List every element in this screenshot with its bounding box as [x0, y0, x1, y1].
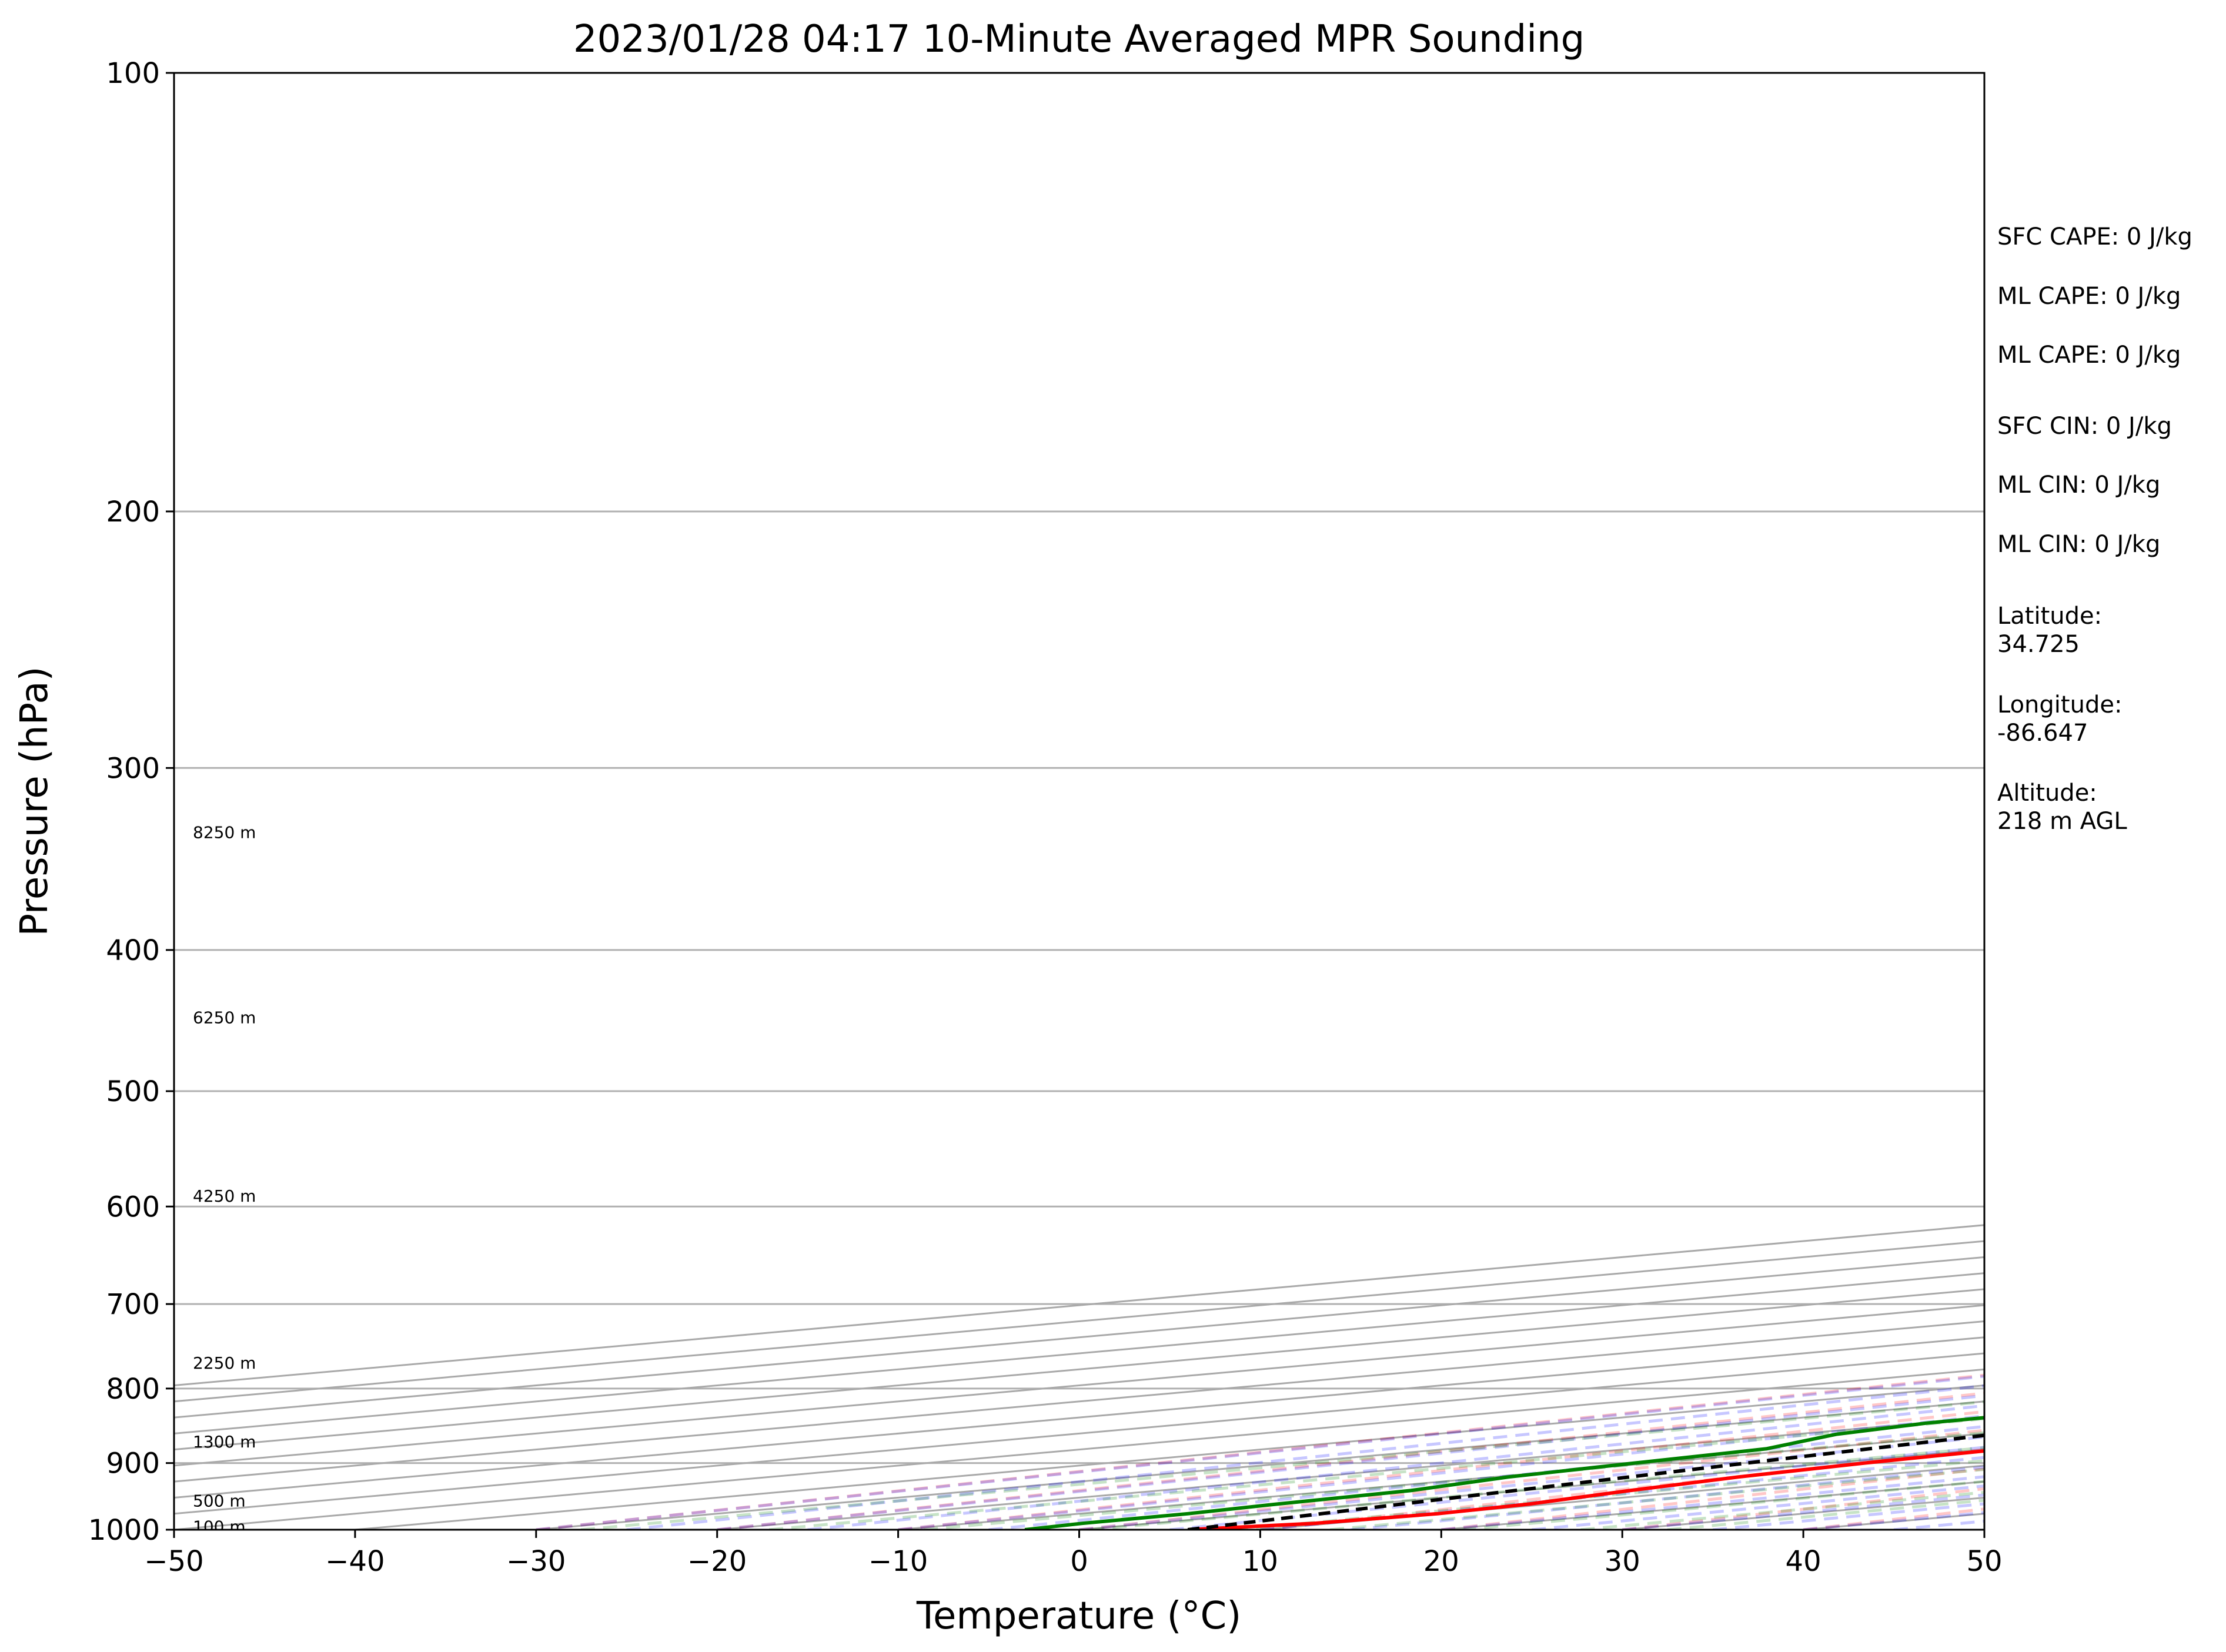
- dry-adiabat: [898, 1410, 1984, 1530]
- ml-cape-text-2: ML CAPE: 0 J/kg: [1997, 342, 2181, 369]
- x-tick-label: 50: [1966, 1545, 2002, 1578]
- y-axis-ticks: 100 200 300 400 500 600 700 800 900 1000: [88, 57, 174, 1547]
- height-label: 4250 m: [193, 1186, 256, 1206]
- mixing-ratio-line: [1234, 1459, 1984, 1530]
- height-labels: 8250 m 6250 m 4250 m 2250 m 1300 m 500 m 100 m: [193, 822, 256, 1537]
- y-tick-label: 700: [106, 1288, 160, 1321]
- y-tick-label: 200: [106, 496, 160, 529]
- x-tick-label: 40: [1786, 1545, 1821, 1578]
- x-tick-label: −20: [687, 1545, 747, 1578]
- mixing-ratio-line: [1462, 1480, 1984, 1530]
- sounding-series: [1024, 1416, 1984, 1530]
- mixing-ratio-line: [1580, 1490, 1984, 1530]
- y-tick-label: 100: [106, 57, 160, 90]
- y-tick-label: 800: [106, 1373, 160, 1406]
- x-tick-label: −40: [325, 1545, 385, 1578]
- y-tick-label: 600: [106, 1190, 160, 1223]
- plot-area: 8250 m 6250 m 4250 m 2250 m 1300 m 500 m 100 m: [174, 73, 1984, 1537]
- height-label: 8250 m: [193, 822, 256, 842]
- x-axis-label: Temperature (°C): [916, 1594, 1241, 1638]
- sfc-cin-text: SFC CIN: 0 J/kg: [1997, 413, 2172, 440]
- isotherm-line: [174, 1304, 1984, 1467]
- longitude-value: -86.647: [1997, 720, 2088, 747]
- mixing-ratio-line: [924, 1431, 1984, 1530]
- height-label: 6250 m: [193, 1008, 256, 1028]
- dry-adiabat: [536, 1373, 1984, 1530]
- isotherm-line: [174, 1272, 1984, 1434]
- ml-cin-text-2: ML CIN: 0 J/kg: [1997, 531, 2160, 558]
- x-tick-label: 10: [1242, 1545, 1278, 1578]
- y-tick-label: 900: [106, 1447, 160, 1480]
- temperature-line: [1188, 1449, 1984, 1530]
- isotherm-lines: [174, 1224, 1984, 1530]
- moist-adiabat: [898, 1414, 1984, 1530]
- y-tick-label: 300: [106, 752, 160, 785]
- x-tick-label: 30: [1605, 1545, 1640, 1578]
- isotherm-line: [174, 1336, 1984, 1499]
- y-tick-label: 500: [106, 1075, 160, 1108]
- height-label: 2250 m: [193, 1353, 256, 1373]
- y-tick-label: 400: [106, 934, 160, 967]
- isotherm-line: [174, 1256, 1984, 1419]
- isotherm-line: [174, 1288, 1984, 1451]
- ml-cape-text: ML CAPE: 0 J/kg: [1997, 283, 2181, 310]
- y-axis-label: Pressure (hPa): [13, 666, 56, 936]
- moist-adiabat: [626, 1384, 1984, 1530]
- x-axis-ticks: −50 −40 −30 −20 −10 0 10 20 30 40 50: [144, 1530, 2003, 1578]
- latitude-label: Latitude:: [1997, 603, 2102, 630]
- x-tick-label: −50: [144, 1545, 203, 1578]
- latitude-value: 34.725: [1997, 631, 2080, 658]
- mixing-ratio-lines: [580, 1400, 1984, 1530]
- mixing-ratio-line: [580, 1400, 1984, 1530]
- mixing-ratio-line: [1329, 1467, 1984, 1530]
- chart-title: 2023/01/28 04:17 10-Minute Averaged MPR …: [573, 18, 1585, 61]
- moist-adiabat-lines: [536, 1375, 1984, 1530]
- side-info-panel: SFC CAPE: 0 J/kg ML CAPE: 0 J/kg ML CAPE…: [1997, 223, 2192, 835]
- dry-adiabat-lines: [536, 1373, 1984, 1530]
- height-label: 1300 m: [193, 1432, 256, 1452]
- height-label: 500 m: [193, 1491, 246, 1510]
- y-tick-label: 1000: [88, 1514, 160, 1547]
- x-tick-label: 0: [1070, 1545, 1088, 1578]
- ml-cin-text: ML CIN: 0 J/kg: [1997, 471, 2160, 499]
- plot-frame: [173, 72, 1986, 1531]
- isotherm-line: [174, 1224, 1984, 1387]
- pressure-gridlines: [174, 73, 1984, 1530]
- longitude-label: Longitude:: [1997, 691, 2122, 718]
- isotherm-line: [174, 1352, 1984, 1515]
- x-tick-label: 20: [1423, 1545, 1459, 1578]
- altitude-value: 218 m AGL: [1997, 808, 2127, 835]
- isotherm-line: [174, 1240, 1984, 1403]
- altitude-label: Altitude:: [1997, 780, 2097, 807]
- isotherm-line: [174, 1320, 1984, 1483]
- parcel-line: [1187, 1433, 1984, 1530]
- moist-adiabat: [988, 1424, 1984, 1530]
- sfc-cape-text: SFC CAPE: 0 J/kg: [1997, 223, 2192, 250]
- mixing-ratio-line: [768, 1417, 1984, 1530]
- isotherm-line: [355, 1385, 1984, 1530]
- x-tick-label: −10: [868, 1545, 928, 1578]
- dewpoint-line: [1024, 1416, 1984, 1530]
- x-tick-label: −30: [506, 1545, 566, 1578]
- height-label: 100 m: [193, 1517, 246, 1537]
